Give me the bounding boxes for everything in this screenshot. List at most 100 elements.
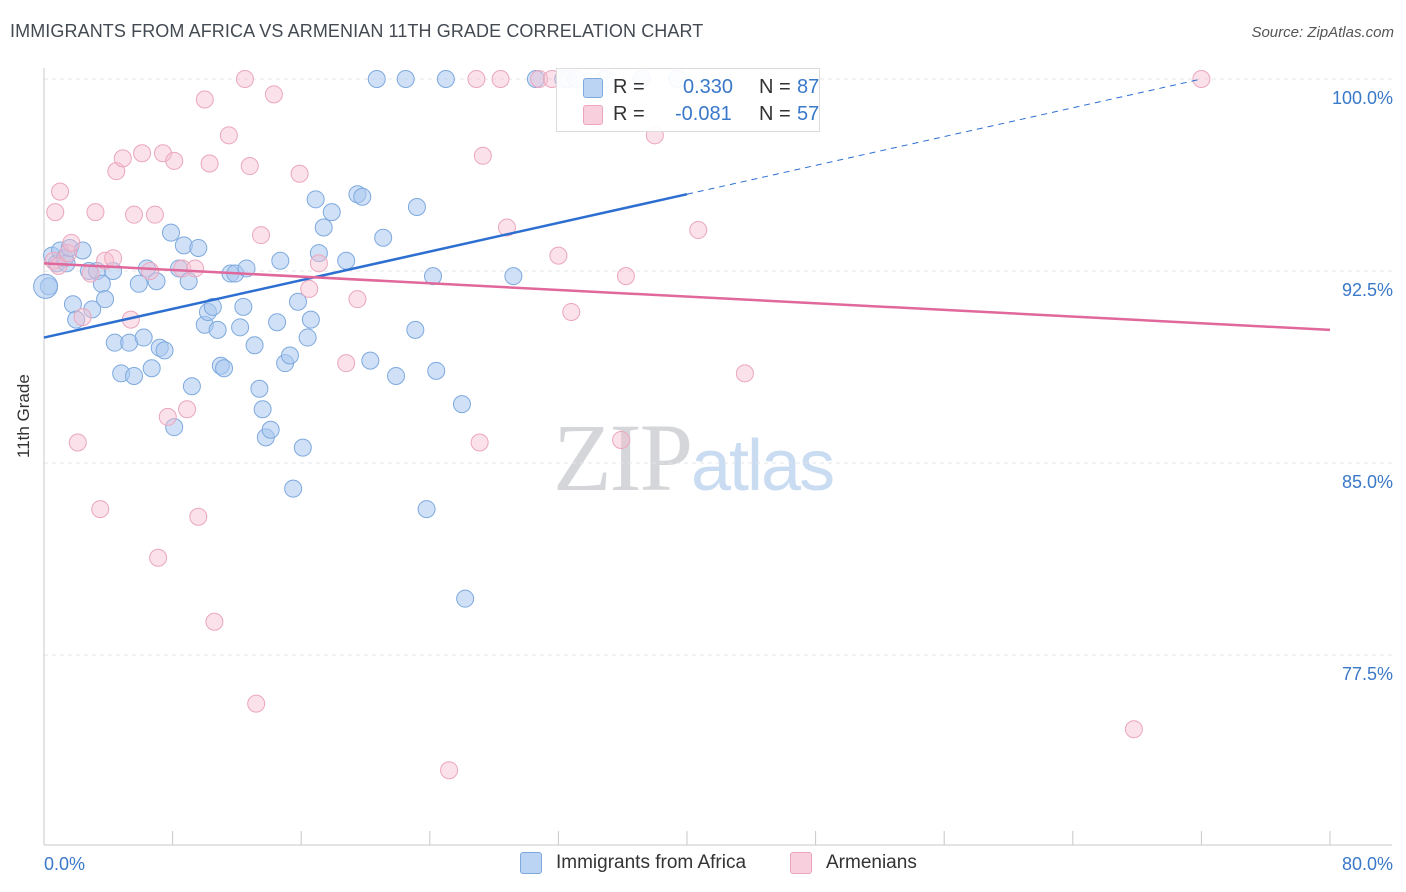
legend-r-value: 0.330 <box>683 75 734 98</box>
africa-point <box>215 359 234 378</box>
armenian-point <box>133 144 152 163</box>
africa-point <box>322 203 341 222</box>
legend-r-label: R = <box>613 75 645 98</box>
armenian-point <box>530 70 549 88</box>
armenian-point <box>735 364 754 383</box>
legend-swatch-africa <box>520 852 542 874</box>
legend-n-label: N = <box>759 75 791 98</box>
y-tick-label: 85.0% <box>1342 472 1393 492</box>
armenian-point <box>68 433 87 452</box>
x-tick-label: 0.0% <box>44 854 85 874</box>
y-tick-label: 77.5% <box>1342 664 1393 684</box>
africa-point <box>367 70 386 88</box>
armenian-point <box>290 164 309 183</box>
africa-point <box>271 251 290 270</box>
armenian-point <box>189 507 208 526</box>
africa-point <box>353 187 372 206</box>
armenian-point <box>125 205 144 224</box>
armenian-point <box>62 233 81 252</box>
armenian-point <box>612 430 631 449</box>
africa-point <box>165 418 184 437</box>
armenian-point <box>491 70 510 88</box>
legend-item-africa: Immigrants from Africa <box>520 852 746 874</box>
chart-title: IMMIGRANTS FROM AFRICA VS ARMENIAN 11TH … <box>10 21 704 41</box>
armenian-point <box>141 262 160 280</box>
africa-point <box>288 292 307 311</box>
africa-point <box>142 359 161 378</box>
africa-point <box>231 318 250 337</box>
africa-point <box>504 267 523 286</box>
armenian-point <box>1124 720 1143 739</box>
africa-point <box>337 251 356 270</box>
armenian-point <box>91 500 110 519</box>
africa-point <box>293 438 312 457</box>
armenian-point <box>240 157 259 176</box>
africa-point <box>161 223 180 242</box>
africa-point <box>182 377 201 396</box>
stats-legend: R = 0.330 N = 87 R = -0.081 N = 57 <box>556 68 820 132</box>
armenian-point <box>689 221 708 240</box>
africa-point <box>155 341 174 360</box>
africa-point <box>268 313 287 332</box>
y-axis-label: 11th Grade <box>14 374 33 458</box>
legend-item-armenians: Armenians <box>790 852 917 874</box>
africa-point <box>396 70 415 88</box>
africa-point <box>309 244 328 263</box>
africa-point <box>406 320 425 339</box>
armenian-point <box>337 354 356 373</box>
armenian-point <box>300 279 319 298</box>
armenian-point <box>1192 70 1211 88</box>
africa-point <box>96 290 115 309</box>
armenian-point <box>195 90 214 109</box>
armenian-point <box>200 154 219 173</box>
africa-point <box>253 400 272 419</box>
armenian-point <box>49 256 68 275</box>
armenian-point <box>473 146 492 165</box>
tick-labels: 77.5% 85.0% 92.5% 100.0% 0.0% 80.0% <box>44 88 1393 874</box>
armenian-point <box>86 203 105 222</box>
africa-point <box>83 300 102 319</box>
legend-swatch-africa <box>583 78 603 98</box>
armenian-point <box>440 761 459 780</box>
africa-point <box>387 366 406 385</box>
africa-point <box>374 228 393 247</box>
legend-r-label: R = <box>613 102 645 125</box>
trend-lines <box>43 78 1331 339</box>
armenian-point <box>81 264 100 283</box>
legend-swatch-armenians <box>790 852 812 874</box>
armenian-point <box>186 259 205 278</box>
africa-point <box>134 328 153 347</box>
africa-point <box>261 420 280 439</box>
x-tick-label: 80.0% <box>1342 854 1393 874</box>
armenian-point <box>173 259 192 278</box>
axes <box>43 68 1392 846</box>
africa-point <box>456 589 475 608</box>
armenian-point <box>252 226 271 245</box>
africa-point <box>147 272 166 291</box>
legend-r-value: -0.081 <box>675 102 732 125</box>
africa-point <box>301 310 320 329</box>
armenian-point <box>616 267 635 286</box>
africa-point <box>436 70 455 88</box>
armenian-trend-line <box>43 262 1331 332</box>
legend-n-value: 87 <box>797 75 820 98</box>
africa-point <box>250 379 269 398</box>
africa-point <box>234 297 253 316</box>
africa-point <box>452 395 471 414</box>
armenian-point <box>467 70 486 88</box>
africa-point <box>125 366 144 385</box>
armenian-point <box>562 302 581 321</box>
africa-point <box>280 346 299 365</box>
data-points <box>33 70 1211 780</box>
armenian-point <box>59 244 78 263</box>
armenian-point <box>165 151 184 170</box>
zipatlas-watermark: ZIPatlas <box>553 404 835 511</box>
armenian-point <box>264 85 283 104</box>
armenian-point <box>348 290 367 309</box>
africa-point <box>129 274 148 293</box>
africa-point <box>298 328 317 347</box>
armenian-point <box>205 612 224 631</box>
legend-n-value: 57 <box>797 102 820 125</box>
source-credit: Source: ZipAtlas.com <box>1251 24 1394 41</box>
africa-point <box>417 500 436 519</box>
